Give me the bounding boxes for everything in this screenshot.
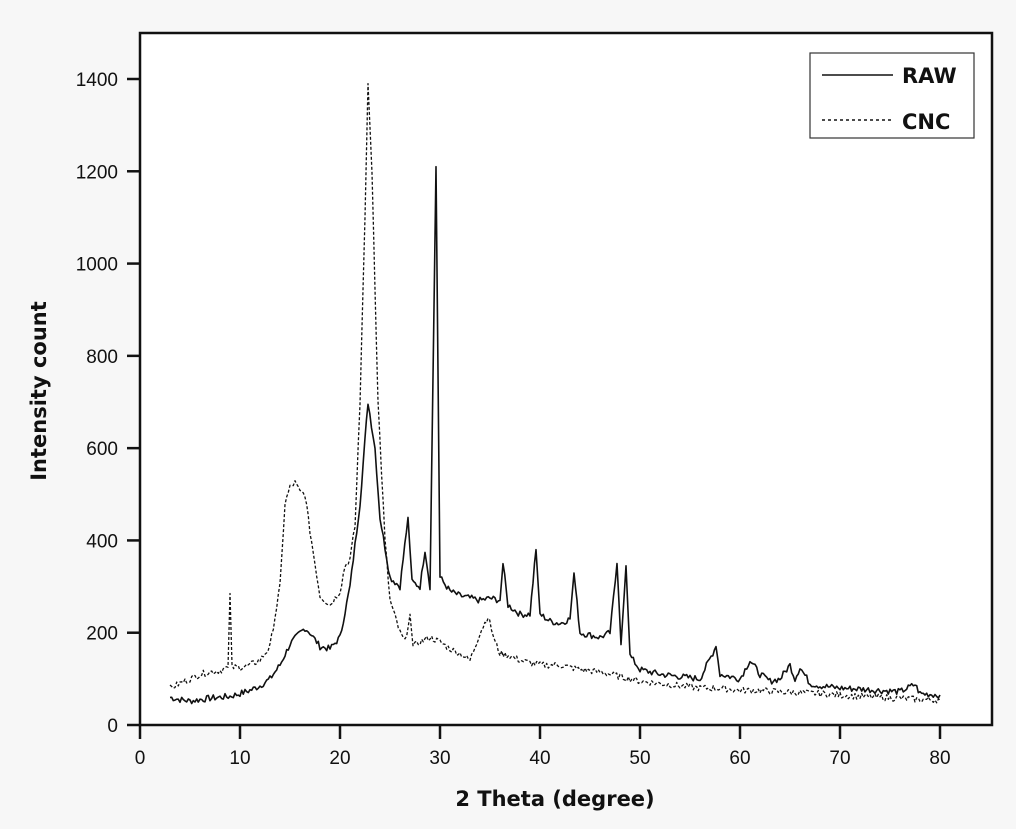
x-tick-label: 10 (229, 748, 250, 769)
x-tick-label: 70 (829, 748, 850, 769)
y-tick-label: 0 (107, 716, 118, 737)
x-axis-title: 2 Theta (degree) (455, 787, 654, 811)
y-tick-label: 800 (86, 347, 118, 368)
legend-box (809, 52, 975, 139)
y-tick-label: 1200 (76, 162, 118, 183)
plot-area (140, 33, 992, 725)
y-tick-label: 1000 (76, 255, 118, 276)
x-tick-label: 30 (429, 748, 450, 769)
legend-cnc-label: CNC (902, 110, 950, 134)
y-tick-label: 200 (86, 624, 118, 645)
plot-frame (138, 31, 994, 727)
y-axis-title: Intensity count (27, 301, 51, 481)
y-axis: 0 200 400 600 800 1000 1200 1400 (76, 70, 140, 737)
x-tick-label: 80 (929, 748, 950, 769)
series-raw-line (169, 165, 941, 705)
y-tick-label: 1400 (76, 70, 118, 91)
x-tick-label: 20 (329, 748, 350, 769)
series-layer (169, 82, 941, 705)
x-tick-label: 60 (729, 748, 750, 769)
y-tick-label: 400 (86, 531, 118, 552)
x-tick-label: 40 (529, 748, 550, 769)
legend-raw-label: RAW (902, 64, 957, 88)
x-tick-label: 0 (135, 748, 146, 769)
series-cnc-line (169, 82, 941, 704)
x-tick-label: 50 (629, 748, 650, 769)
y-tick-label: 600 (86, 439, 118, 460)
x-axis: 0 10 20 30 40 50 60 70 80 (135, 725, 951, 769)
legend: RAW CNC (809, 52, 975, 139)
